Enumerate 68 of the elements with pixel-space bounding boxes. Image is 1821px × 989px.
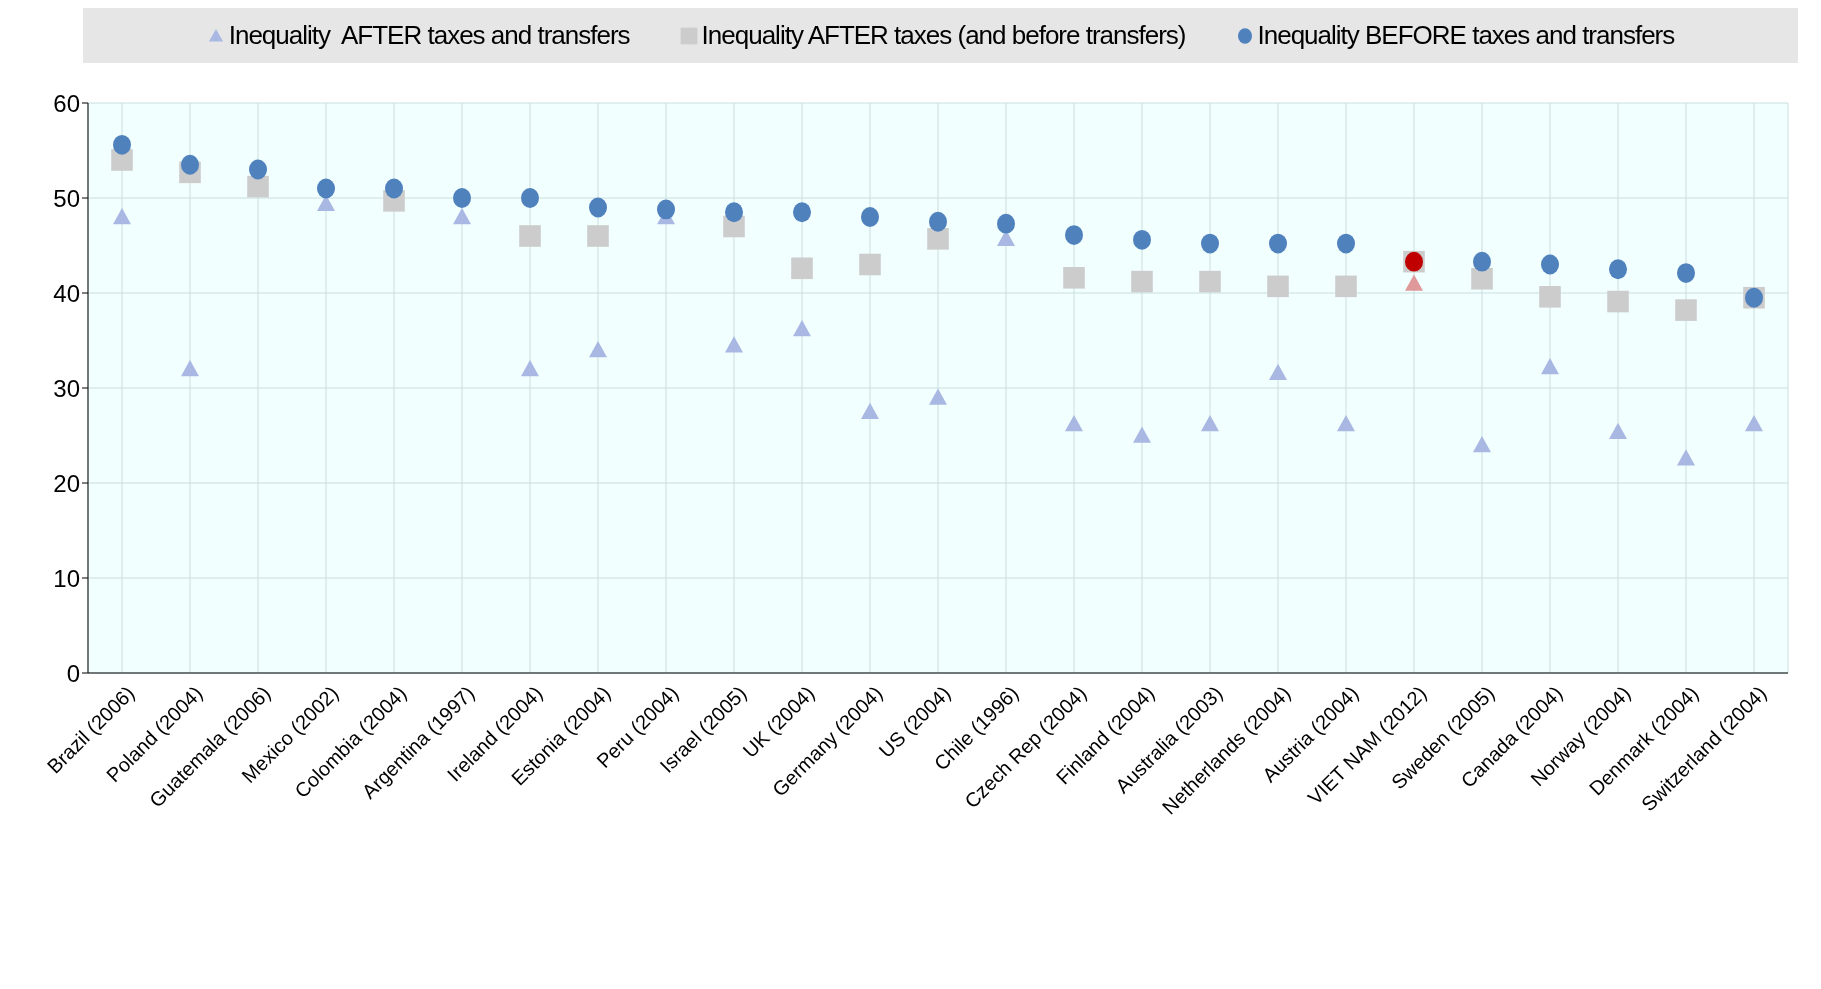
- point: [1337, 233, 1355, 254]
- point: [1201, 415, 1219, 432]
- point: [929, 388, 947, 405]
- point: [1199, 270, 1221, 293]
- point: [1471, 267, 1493, 290]
- point: [1201, 233, 1219, 254]
- point: [657, 199, 675, 220]
- point: [1677, 263, 1695, 283]
- point: [1063, 267, 1085, 289]
- point: [521, 360, 539, 377]
- point: [1405, 274, 1423, 291]
- point: [861, 207, 879, 227]
- point: [1269, 363, 1287, 380]
- y-tick-label: 30: [53, 374, 80, 402]
- point: [1269, 233, 1287, 254]
- point: [1335, 275, 1357, 298]
- y-tick-label: 60: [53, 89, 80, 117]
- point: [1267, 275, 1289, 298]
- point: [521, 188, 539, 208]
- legend-label: Inequality AFTER taxes and transfers: [227, 20, 630, 51]
- point: [1131, 270, 1153, 293]
- y-tick-label: 0: [66, 659, 80, 687]
- point: [385, 178, 403, 199]
- point: [1541, 254, 1559, 275]
- point: [453, 188, 471, 208]
- point: [927, 228, 949, 250]
- y-tick-label: 20: [53, 469, 80, 497]
- point: [1539, 286, 1561, 308]
- point: [1473, 436, 1491, 453]
- point: [113, 134, 131, 155]
- point: [725, 202, 743, 223]
- point: [249, 159, 267, 180]
- point: [1745, 415, 1763, 432]
- point: [1675, 299, 1697, 321]
- point: [1133, 229, 1151, 250]
- point: [587, 225, 609, 247]
- point: [181, 154, 199, 175]
- point: [317, 178, 335, 199]
- point: [791, 257, 813, 280]
- point: [247, 175, 269, 198]
- point: [1065, 225, 1083, 245]
- legend-label: Inequality AFTER taxes (and before transfers): [700, 20, 1186, 51]
- point: [725, 336, 743, 353]
- point: [997, 213, 1015, 234]
- point: [1473, 251, 1491, 272]
- point: [1337, 415, 1355, 432]
- point: [113, 208, 131, 225]
- point: [1133, 426, 1151, 443]
- point: [793, 202, 811, 223]
- point: [589, 197, 607, 218]
- point: [1541, 358, 1559, 375]
- y-tick-label: 50: [53, 184, 80, 212]
- point: [793, 320, 811, 337]
- point: [181, 360, 199, 377]
- point: [861, 402, 879, 419]
- point: [929, 211, 947, 232]
- point: [1609, 259, 1627, 280]
- point: [1065, 415, 1083, 432]
- point: [1677, 449, 1695, 466]
- point: [453, 208, 471, 225]
- point: [859, 253, 881, 276]
- legend-label: Inequality BEFORE taxes and transfers: [1256, 20, 1675, 51]
- point: [519, 225, 541, 247]
- y-tick-label: 40: [53, 279, 80, 307]
- point: [1609, 422, 1627, 439]
- point: [589, 341, 607, 358]
- y-tick-label: 10: [53, 564, 80, 592]
- point: [1607, 290, 1629, 313]
